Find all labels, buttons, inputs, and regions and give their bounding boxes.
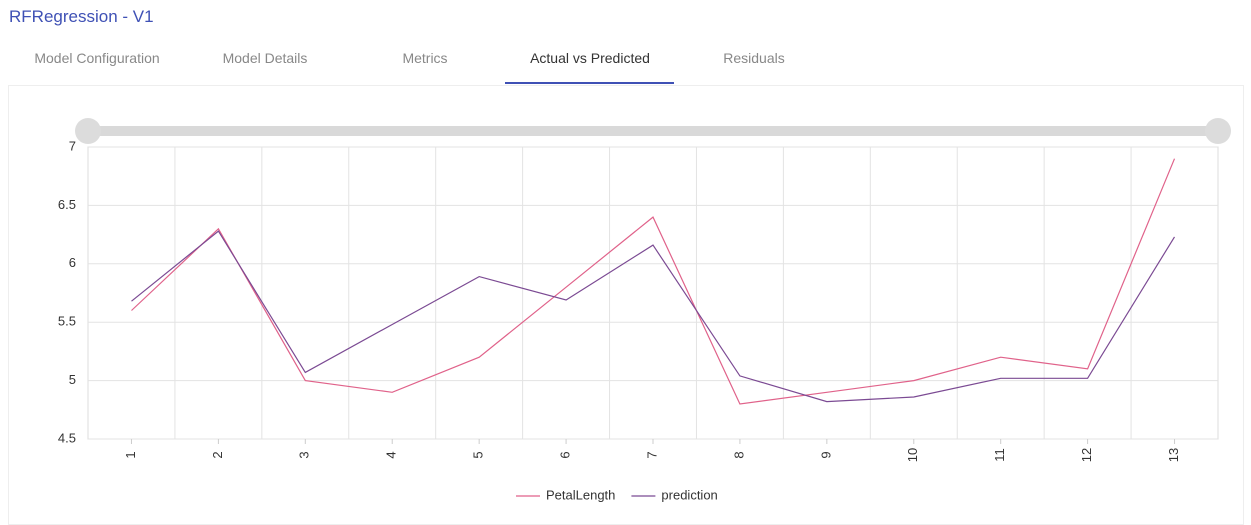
x-tick-label: 3 bbox=[297, 451, 312, 458]
x-tick-label: 13 bbox=[1166, 448, 1181, 462]
x-tick-label: 1 bbox=[123, 451, 138, 458]
legend-label: PetalLength bbox=[546, 487, 615, 502]
y-tick-label: 5 bbox=[69, 372, 76, 387]
tab-active[interactable]: Actual vs Predicted bbox=[530, 50, 650, 66]
range-slider[interactable] bbox=[88, 126, 1218, 136]
x-tick-label: 4 bbox=[384, 451, 399, 458]
x-tick-label: 8 bbox=[731, 451, 746, 458]
x-tick-label: 12 bbox=[1079, 448, 1094, 462]
x-tick-label: 2 bbox=[210, 451, 225, 458]
x-tick-label: 9 bbox=[818, 451, 833, 458]
legend-label: prediction bbox=[661, 487, 717, 502]
y-tick-label: 6.5 bbox=[58, 197, 76, 212]
x-tick-label: 11 bbox=[992, 448, 1007, 462]
slider-handle[interactable] bbox=[75, 118, 101, 144]
tab[interactable]: Residuals bbox=[723, 50, 785, 66]
series-line bbox=[131, 158, 1176, 405]
x-tick-label: 5 bbox=[471, 451, 486, 458]
tab[interactable]: Model Details bbox=[222, 50, 308, 66]
y-tick-label: 4.5 bbox=[58, 430, 76, 445]
y-tick-label: 6 bbox=[69, 255, 76, 270]
x-tick-label: 6 bbox=[558, 451, 573, 458]
series-line bbox=[131, 230, 1176, 403]
slider-handle[interactable] bbox=[1205, 118, 1231, 144]
page-title: RFRegression - V1 bbox=[9, 7, 154, 26]
tab-indicator bbox=[505, 82, 674, 84]
plot-area bbox=[87, 146, 1219, 440]
tab[interactable]: Metrics bbox=[402, 50, 448, 66]
y-tick-label: 7 bbox=[69, 138, 76, 153]
x-tick-label: 7 bbox=[644, 451, 659, 458]
y-tick-label: 5.5 bbox=[58, 314, 76, 329]
x-tick-label: 10 bbox=[905, 448, 920, 462]
tab[interactable]: Model Configuration bbox=[34, 50, 160, 66]
